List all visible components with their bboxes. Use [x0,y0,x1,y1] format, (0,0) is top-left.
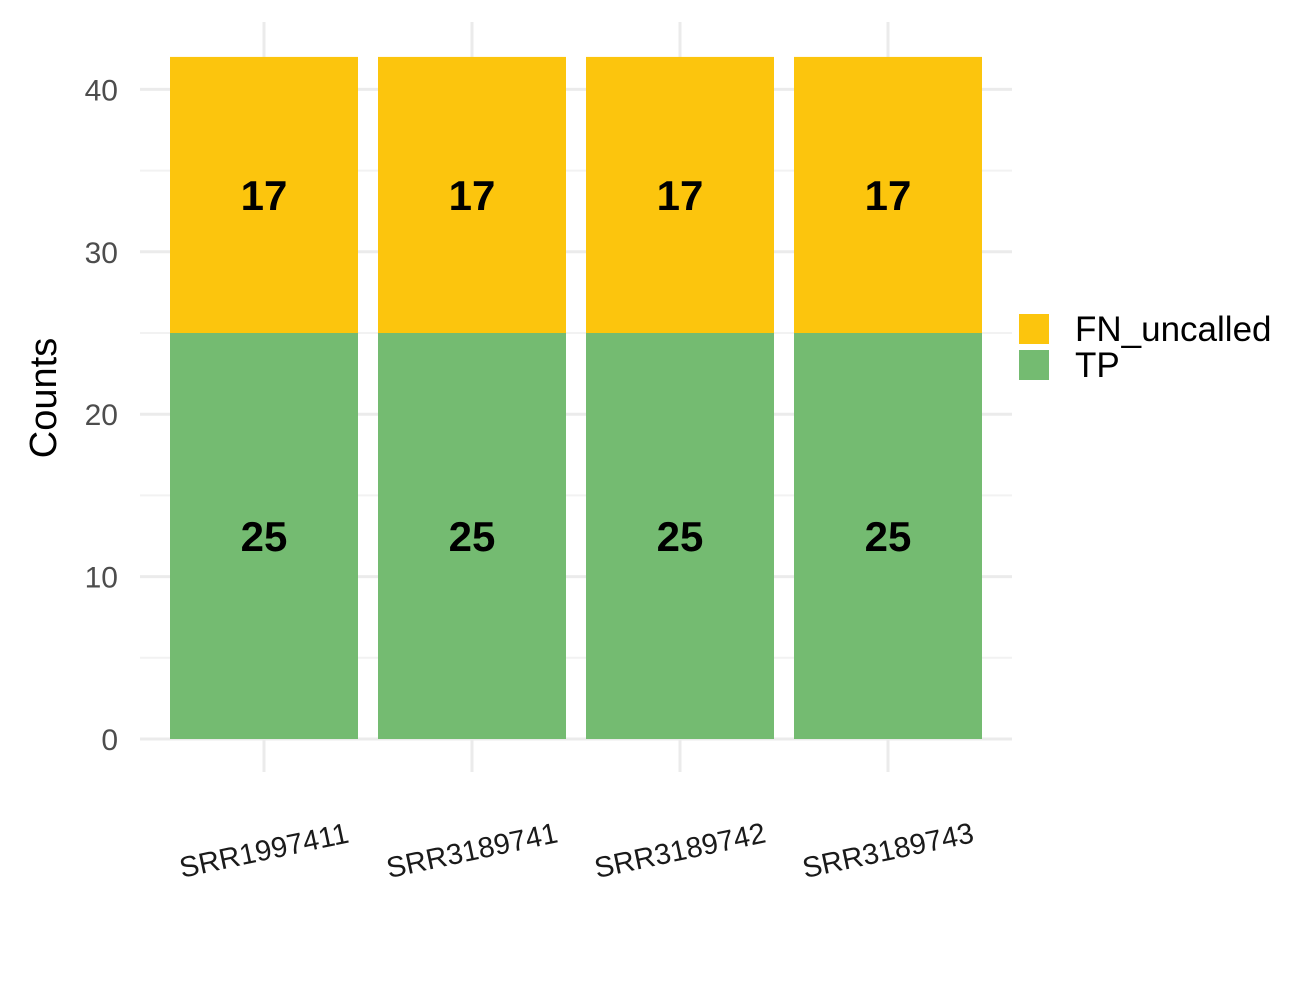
x-axis-ticks: SRR1997411 SRR3189741 SRR3189742 SRR3189743 [177,817,977,885]
bar-data-label: 17 [449,172,496,219]
x-tick-label: SRR3189741 [384,817,561,885]
legend-label: TP [1075,346,1120,385]
bar-data-label: 25 [657,513,704,560]
y-tick-label: 0 [101,724,118,757]
bar-data-label: 17 [865,172,912,219]
y-tick-label: 40 [85,74,118,107]
bar-data-label: 17 [241,172,288,219]
legend-label: FN_uncalled [1075,310,1272,349]
bar-data-label: 25 [241,513,288,560]
bar-data-label: 17 [657,172,704,219]
x-tick-label: SRR3189742 [592,817,769,885]
y-tick-label: 30 [85,237,118,270]
bar-segment-fn-uncalled [378,56,566,334]
x-tick-label: SRR1997411 [177,818,352,885]
legend-key-fn-uncalled [1019,314,1049,344]
bar-segment-tp [170,333,358,739]
bar-segment-tp [794,333,982,739]
bars: 25 17 25 17 25 17 25 17 [170,56,982,739]
y-tick-label: 20 [85,399,118,432]
y-axis-title: Counts [23,338,65,458]
bar-segment-tp [586,333,774,739]
bar-segment-fn-uncalled [794,56,982,334]
y-tick-label: 10 [85,562,118,595]
bar-data-label: 25 [865,513,912,560]
bar-segment-fn-uncalled [170,56,358,334]
bar-segment-fn-uncalled [586,56,774,334]
bar-data-label: 25 [449,513,496,560]
y-axis-ticks: 0 10 20 30 40 [85,74,118,757]
x-tick-label: SRR3189743 [800,817,977,885]
legend-key-tp [1019,350,1049,380]
bar-segment-tp [378,333,566,739]
